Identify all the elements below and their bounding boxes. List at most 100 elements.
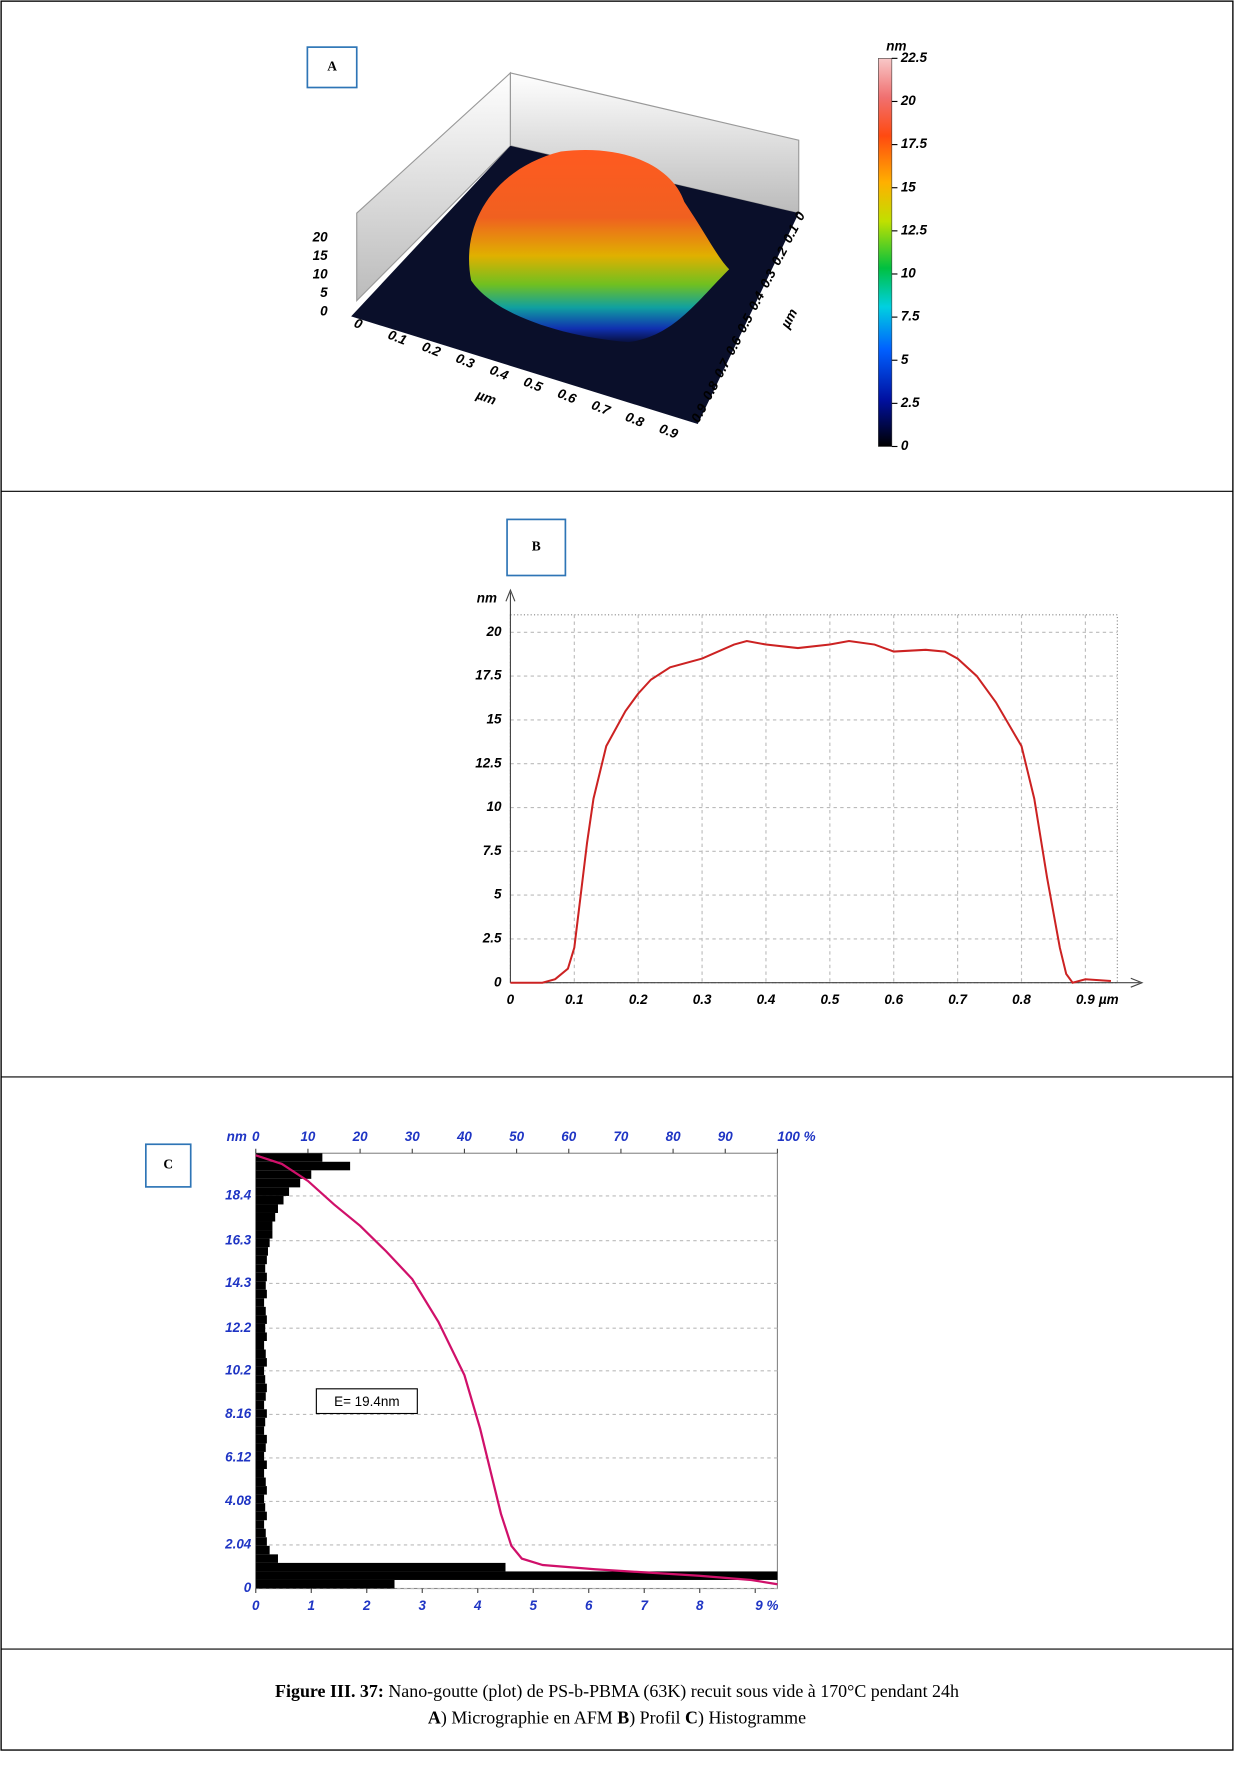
histogram-bar bbox=[255, 1306, 266, 1316]
histogram-bar bbox=[255, 1264, 266, 1273]
histogram-bar bbox=[255, 1434, 267, 1444]
caption-line: A) Micrographie en AFM B) Profil C) Hist… bbox=[428, 1708, 806, 1729]
histogram-bar bbox=[255, 1281, 266, 1290]
x-tick-label: 6 bbox=[585, 1598, 593, 1613]
colorbar-tick-label: 22.5 bbox=[900, 50, 928, 65]
histogram-bar bbox=[255, 1426, 265, 1435]
x-tick-label: 0.5 bbox=[820, 992, 839, 1007]
histogram-bar bbox=[255, 1298, 265, 1307]
histogram-bar bbox=[255, 1469, 265, 1478]
histogram-bar bbox=[255, 1332, 267, 1341]
panel-label: C bbox=[163, 1157, 173, 1172]
histogram-bar bbox=[255, 1349, 266, 1359]
x-tick-label: 0.8 bbox=[623, 409, 646, 430]
histogram-bar bbox=[255, 1204, 278, 1213]
x-tick-label: 0.3 bbox=[454, 350, 477, 371]
x2-tick-label: 100 % bbox=[777, 1129, 815, 1144]
cumulative-curve bbox=[255, 1154, 778, 1586]
x-tick-label: 2 bbox=[362, 1598, 371, 1613]
x-tick-label: 3 bbox=[419, 1598, 427, 1613]
y-tick-label: 4.08 bbox=[224, 1493, 252, 1508]
colorbar-tick-label: 2.5 bbox=[900, 395, 920, 410]
x-tick-label: 0 bbox=[252, 1598, 260, 1613]
caption-key: A bbox=[428, 1708, 441, 1728]
panel-label-box bbox=[306, 46, 358, 89]
histogram-bar bbox=[255, 1520, 265, 1529]
histogram-bar bbox=[255, 1417, 266, 1427]
histogram-bar bbox=[255, 1161, 351, 1171]
histogram-bar bbox=[255, 1315, 267, 1324]
histogram-bar bbox=[255, 1451, 265, 1461]
histogram-bar bbox=[255, 1195, 284, 1205]
histogram-bar bbox=[255, 1178, 301, 1188]
x-tick-label: 0.1 bbox=[386, 327, 409, 348]
panel-label-box bbox=[506, 518, 567, 577]
surface-render bbox=[351, 71, 800, 425]
x-tick-label: 0 bbox=[507, 992, 515, 1007]
histogram-bar bbox=[255, 1247, 268, 1256]
y-tick-label: 10.2 bbox=[225, 1362, 252, 1377]
y-axis-label: µm bbox=[777, 306, 800, 331]
histogram-bar bbox=[255, 1571, 778, 1580]
y-tick-label: 16.3 bbox=[225, 1232, 252, 1247]
colorbar-tick-label: 0 bbox=[901, 438, 909, 453]
y-tick-label: 0 bbox=[244, 1580, 252, 1595]
histogram-bar bbox=[255, 1486, 267, 1495]
panel-label: B bbox=[532, 539, 541, 554]
histogram-bar bbox=[255, 1537, 267, 1546]
histogram-bar bbox=[255, 1153, 323, 1162]
x-tick-label: 0.9 bbox=[1076, 992, 1095, 1007]
x-tick-label: 0.7 bbox=[589, 397, 612, 418]
histogram-bar bbox=[255, 1460, 267, 1470]
x-tick-label: 0 bbox=[352, 315, 365, 332]
histogram-bar bbox=[255, 1366, 265, 1376]
histogram-bar bbox=[255, 1579, 395, 1589]
colorbar-unit: nm bbox=[886, 39, 906, 54]
histogram-bar bbox=[255, 1375, 266, 1384]
caption-label: Figure III. 37: bbox=[275, 1681, 384, 1701]
colorbar-tick-label: 12.5 bbox=[901, 222, 928, 237]
y-tick-label: 2.5 bbox=[482, 930, 502, 945]
z-tick-label: 15 bbox=[313, 248, 328, 263]
histogram-bar bbox=[255, 1545, 270, 1555]
x-tick-label: 7 bbox=[640, 1598, 648, 1613]
x-tick-label: 8 bbox=[696, 1598, 704, 1613]
colorbar-tick-label: 10 bbox=[901, 266, 916, 281]
histogram-bar bbox=[255, 1255, 267, 1265]
y-tick-label: 2.04 bbox=[224, 1537, 252, 1552]
x2-tick-label: 80 bbox=[666, 1129, 681, 1144]
histogram-bar bbox=[255, 1272, 267, 1282]
x-tick-label: 0.4 bbox=[488, 362, 511, 383]
x-tick-label: 0.1 bbox=[565, 992, 584, 1007]
colorbar-tick-label: 17.5 bbox=[901, 136, 928, 151]
histogram-bar bbox=[255, 1443, 266, 1452]
histogram-bar bbox=[255, 1212, 276, 1222]
x-tick-label: 0.2 bbox=[629, 992, 648, 1007]
histogram-bar bbox=[255, 1238, 270, 1248]
x2-tick-label: 40 bbox=[456, 1129, 472, 1144]
x-tick-label: 0.8 bbox=[1012, 992, 1031, 1007]
panel-label-box bbox=[144, 1143, 192, 1188]
histogram-bar bbox=[255, 1383, 267, 1393]
x-tick-label: 0.6 bbox=[555, 386, 578, 407]
x-tick-label: 0.4 bbox=[757, 992, 776, 1007]
y-axis-label: nm bbox=[477, 591, 497, 606]
x2-tick-label: 70 bbox=[613, 1129, 628, 1144]
plot-area bbox=[509, 614, 1118, 984]
x-tick-label: 0.5 bbox=[522, 374, 545, 395]
colorbar-tick-label: 15 bbox=[901, 179, 916, 194]
y-axis-label: nm bbox=[227, 1129, 247, 1144]
annotation: E= 19.4nm bbox=[334, 1394, 399, 1409]
x-tick-label: 0.7 bbox=[948, 992, 967, 1007]
histogram-bar bbox=[255, 1400, 265, 1410]
x-axis-label: µm bbox=[474, 387, 499, 408]
caption-part: ) Histogramme bbox=[698, 1708, 806, 1729]
histogram-bar bbox=[255, 1511, 267, 1521]
caption-part: ) Micrographie en AFM bbox=[441, 1708, 613, 1729]
z-tick-label: 5 bbox=[320, 285, 328, 300]
y-tick-label: 10 bbox=[486, 799, 501, 814]
z-tick-label: 20 bbox=[312, 229, 328, 244]
y-tick-label: 14.3 bbox=[225, 1275, 252, 1290]
